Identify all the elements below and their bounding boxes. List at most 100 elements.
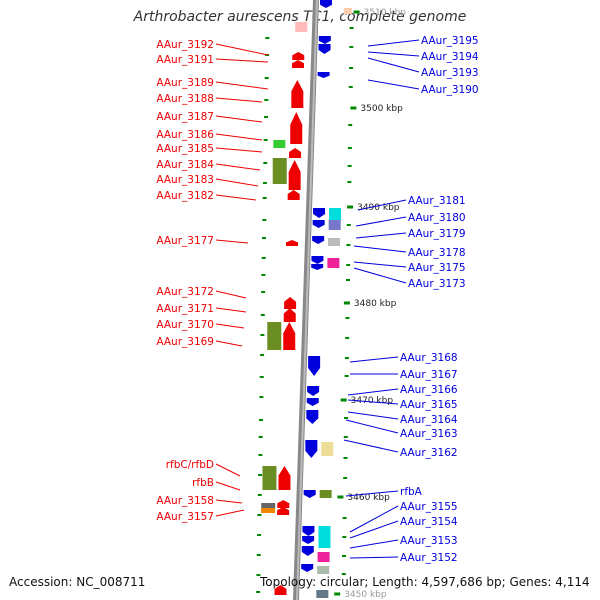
gene-box (267, 322, 282, 350)
gene-label-right: AAur_3167 (400, 369, 458, 381)
label-connector (215, 178, 259, 187)
label-connector (367, 39, 420, 47)
gene-label-right: AAur_3164 (400, 414, 458, 426)
label-connector (215, 323, 245, 329)
label-connector (215, 509, 245, 517)
gene-label-left: AAur_3188 (156, 93, 214, 105)
label-connector (215, 147, 263, 153)
label-connector (349, 539, 399, 549)
label-connector (353, 245, 407, 253)
gene-arrow (307, 386, 320, 396)
label-connector (353, 267, 407, 284)
label-connector (215, 115, 263, 123)
gene-label-right: AAur_3193 (421, 67, 479, 79)
label-connector (367, 57, 420, 73)
gene-arrow (318, 36, 331, 44)
scale-label: 3480 kbp (354, 299, 397, 309)
gene-label-left: AAur_3171 (156, 303, 214, 315)
gene-arrow (302, 526, 315, 536)
gene-label-left: AAur_3177 (156, 235, 214, 247)
label-connector (215, 163, 261, 171)
gene-arrow (291, 80, 304, 108)
gene-label-right: AAur_3195 (421, 35, 479, 47)
gene-label-right: AAur_3194 (421, 51, 479, 63)
genome-backbone-highlight (296, 0, 318, 600)
gene-arrow (286, 240, 298, 246)
label-connector (215, 81, 269, 90)
gene-arrow (301, 546, 314, 556)
accession-label: Accession: NC_008711 (9, 575, 146, 589)
gene-arrow (283, 308, 296, 322)
gene-arrow (306, 410, 319, 424)
gene-label-left: AAur_3170 (156, 319, 214, 331)
gene-box (295, 22, 308, 32)
scale-label: 3510 kbp (364, 8, 407, 18)
gene-arrow (284, 297, 297, 309)
gene-arrow (311, 256, 324, 264)
label-connector (215, 481, 241, 491)
gene-arrow (274, 585, 287, 595)
label-connector (215, 307, 247, 313)
gene-label-right: AAur_3166 (400, 384, 458, 396)
gene-arrow (301, 564, 314, 572)
label-connector (215, 194, 257, 201)
gene-arrow (306, 398, 319, 406)
gene-label-left: AAur_3189 (156, 77, 214, 89)
scale-label: 3450 kbp (344, 590, 387, 600)
gene-label-left: AAur_3158 (156, 495, 214, 507)
label-connector (357, 199, 407, 211)
gene-arrow (287, 190, 300, 200)
gene-label-left: AAur_3186 (156, 129, 214, 141)
gene-box (318, 526, 331, 548)
label-connector (215, 340, 243, 347)
label-connector (355, 232, 407, 239)
gene-arrow (302, 536, 315, 544)
gene-label-left: rfbB (192, 477, 214, 489)
label-connector (343, 439, 399, 453)
gene-label-right: rfbA (400, 486, 423, 498)
gene-arrow (317, 72, 330, 78)
label-connector (349, 520, 399, 539)
gene-label-right: AAur_3168 (400, 352, 458, 364)
gene-box (321, 442, 334, 456)
gene-arrow (312, 220, 325, 228)
gene-label-right: AAur_3190 (421, 84, 479, 96)
gene-label-right: AAur_3181 (408, 195, 466, 207)
gene-label-left: rfbC/rfbD (166, 459, 214, 471)
label-connector (215, 43, 269, 56)
label-connector (345, 419, 399, 434)
gene-box (316, 590, 329, 598)
scale-markers: 3510 kbp 3500 kbp 3490 kbp 3480 kbp 3470 kbp… (334, 8, 406, 600)
label-connector (353, 261, 407, 268)
label-connector (215, 133, 263, 141)
gene-label-right: AAur_3179 (408, 228, 466, 240)
label-connector (215, 97, 263, 103)
gene-label-left: AAur_3184 (156, 159, 214, 171)
gene-arrow (292, 60, 304, 68)
gene-box (319, 490, 332, 498)
gene-arrow (303, 490, 316, 498)
gene-arrow (290, 112, 303, 144)
gene-label-left: AAur_3182 (156, 190, 214, 202)
gene-label-right: AAur_3154 (400, 516, 458, 528)
gene-arrow (320, 0, 332, 8)
gene-arrow (288, 160, 301, 190)
label-connector (349, 556, 399, 559)
scale-label: 3500 kbp (360, 104, 403, 114)
gene-label-left: AAur_3157 (156, 511, 214, 523)
gene-box (261, 503, 276, 508)
topology-label: Topology: circular; Length: 4,597,686 bp… (260, 575, 590, 589)
gene-label-right: AAur_3178 (408, 247, 466, 259)
map-title: Arthrobacter aurescens TC1, complete gen… (133, 9, 467, 25)
gene-box (328, 220, 341, 230)
gene-label-left: AAur_3172 (156, 286, 214, 298)
gene-arrow (283, 322, 296, 350)
gene-label-right: AAur_3163 (400, 428, 458, 440)
gene-arrow (277, 500, 290, 508)
gene-box (343, 8, 352, 14)
label-connector (215, 239, 249, 244)
gene-arrow (318, 44, 331, 54)
label-connector (349, 505, 399, 533)
gene-box (261, 508, 276, 513)
